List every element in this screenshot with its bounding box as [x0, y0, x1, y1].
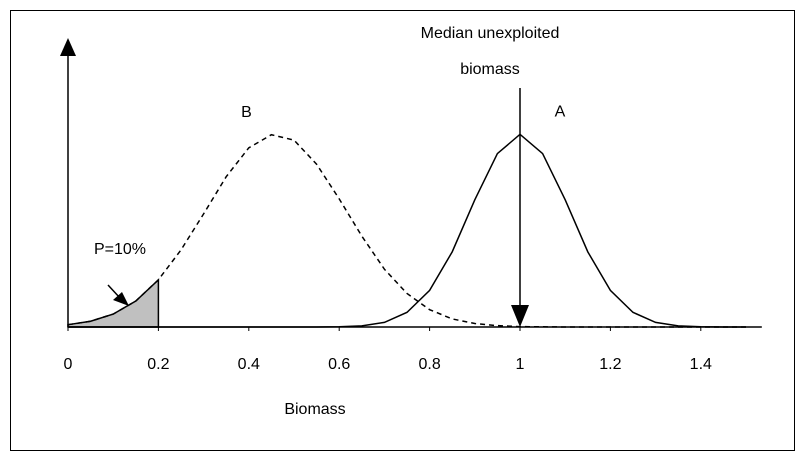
median-label: biomass	[460, 61, 520, 78]
x-tick-label: 0.6	[328, 356, 350, 373]
curve-label: B	[241, 104, 252, 121]
x-tick-label: 1.4	[690, 356, 712, 373]
curve-label: A	[555, 104, 566, 121]
x-tick-label: 0.2	[147, 356, 169, 373]
x-tick-label: 0	[64, 356, 73, 373]
frame	[10, 10, 795, 451]
x-tick-label: 0.4	[238, 356, 260, 373]
tail-arrowhead	[113, 292, 129, 306]
x-tick-label: 1	[516, 356, 525, 373]
curve	[68, 133, 747, 328]
shaded-tail	[67, 278, 160, 328]
x-axis-label: Biomass	[284, 401, 345, 418]
tail-label: P=10%	[94, 241, 146, 258]
x-tick-label: 0.8	[418, 356, 440, 373]
curve	[67, 133, 746, 328]
x-tick-label: 1.2	[599, 356, 621, 373]
median-arrowhead	[511, 305, 529, 327]
y-axis-arrow	[60, 38, 76, 56]
median-label: Median unexploited	[421, 25, 560, 42]
